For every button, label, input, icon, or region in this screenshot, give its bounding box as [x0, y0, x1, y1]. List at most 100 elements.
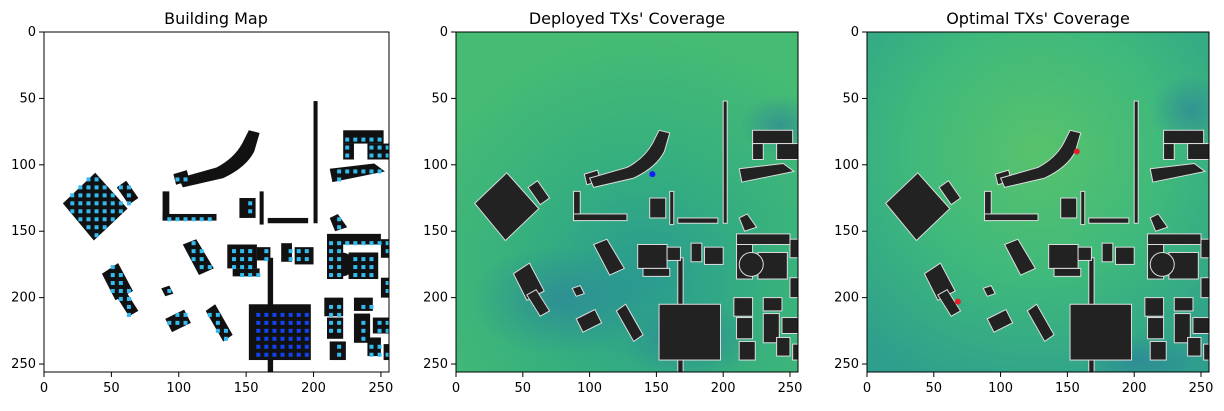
- y-tick-label: 50: [842, 91, 859, 106]
- buildings-layer: [885, 100, 1209, 372]
- tx-marker: [649, 171, 656, 178]
- building: [1080, 190, 1086, 226]
- rooftop-point: [377, 320, 382, 325]
- rooftop-point: [126, 312, 131, 317]
- y-tick-label: 50: [431, 91, 448, 106]
- rooftop-point: [86, 177, 91, 182]
- building: [1114, 246, 1135, 265]
- building: [885, 172, 951, 242]
- rooftop-point: [337, 265, 342, 270]
- rooftop-point: [256, 312, 261, 317]
- rooftop-point: [232, 249, 237, 254]
- building: [1149, 213, 1169, 232]
- rooftop-point: [296, 344, 301, 349]
- building: [367, 337, 381, 357]
- rooftop-point: [304, 312, 309, 317]
- y-tick-label: 150: [423, 224, 448, 239]
- rooftop-point: [280, 352, 285, 357]
- rooftop-point: [280, 328, 285, 333]
- rooftop-point: [337, 257, 342, 262]
- y-tick-label: 150: [11, 224, 36, 239]
- building: [752, 129, 794, 145]
- rooftop-point: [377, 137, 382, 142]
- rooftop-point: [175, 217, 180, 222]
- rooftop-point: [369, 352, 374, 357]
- rooftop-point: [337, 217, 342, 222]
- building: [232, 268, 260, 277]
- rooftop-point: [94, 185, 99, 190]
- building: [1163, 143, 1175, 160]
- rooftop-point: [264, 328, 269, 333]
- rooftop-point: [337, 241, 342, 246]
- rooftop-point: [369, 145, 374, 150]
- building: [353, 297, 373, 311]
- round-building: [738, 251, 764, 277]
- rooftop-point: [377, 344, 382, 349]
- x-tick-label: 0: [452, 381, 460, 396]
- rooftop-point: [264, 336, 269, 341]
- rooftop-point: [102, 209, 107, 214]
- rooftop-point: [288, 344, 293, 349]
- rooftop-point: [94, 217, 99, 222]
- rooftop-point: [199, 249, 204, 254]
- x-tick-label: 200: [301, 381, 326, 396]
- plot-area: [44, 32, 389, 372]
- building: [637, 244, 668, 269]
- x-tick-label: 0: [863, 381, 871, 396]
- building: [327, 317, 344, 339]
- building: [1144, 297, 1165, 317]
- rooftop-point: [377, 145, 382, 150]
- rooftop-point: [296, 352, 301, 357]
- rooftop-point: [264, 257, 269, 262]
- x-tick-label: 100: [577, 381, 602, 396]
- x-axis: 0 50 100 150 200 250: [40, 372, 393, 396]
- rooftop-point: [199, 257, 204, 262]
- rooftop-point: [110, 265, 115, 270]
- panel-optimal-coverage: Optimal TXs' Coverage 0 50 100 150 200 250 0 5…: [834, 9, 1214, 396]
- rooftop-point: [118, 209, 123, 214]
- rooftop-point: [70, 201, 75, 206]
- rooftop-point: [264, 352, 269, 357]
- building: [1192, 317, 1209, 334]
- rooftop-point: [183, 177, 188, 182]
- building: [789, 277, 798, 299]
- building: [792, 343, 798, 361]
- building: [239, 198, 256, 218]
- building: [1200, 277, 1209, 299]
- rooftop-point: [361, 328, 366, 333]
- rooftop-point: [191, 241, 196, 246]
- rooftop-point: [70, 193, 75, 198]
- rooftop-point: [369, 265, 374, 270]
- x-tick-label: 250: [1189, 381, 1214, 396]
- building: [588, 129, 671, 188]
- coverage-shadow-region: [1150, 75, 1209, 145]
- rooftop-point: [296, 312, 301, 317]
- rooftop-point: [337, 169, 342, 174]
- building: [752, 143, 764, 160]
- rooftop-point: [240, 249, 245, 254]
- rooftop-point: [248, 257, 253, 262]
- rooftop-point: [102, 193, 107, 198]
- rooftop-point: [345, 153, 350, 158]
- building: [669, 190, 675, 226]
- rooftop-point: [264, 320, 269, 325]
- building: [776, 143, 798, 160]
- building: [762, 297, 783, 312]
- building: [474, 172, 540, 242]
- rooftop-point: [288, 352, 293, 357]
- rooftop-point: [126, 201, 131, 206]
- rooftop-point: [337, 249, 342, 254]
- rooftop-point: [280, 312, 285, 317]
- rooftop-point: [256, 344, 261, 349]
- building: [380, 239, 389, 258]
- rooftop-point: [240, 273, 245, 278]
- rooftop-point: [248, 265, 253, 270]
- x-tick-label: 50: [926, 381, 943, 396]
- building: [256, 247, 271, 261]
- rooftop-point: [369, 241, 374, 246]
- rooftop-point: [126, 185, 131, 190]
- rooftop-point: [361, 265, 366, 270]
- building: [115, 289, 139, 317]
- building: [329, 163, 385, 183]
- rooftop-point: [369, 257, 374, 262]
